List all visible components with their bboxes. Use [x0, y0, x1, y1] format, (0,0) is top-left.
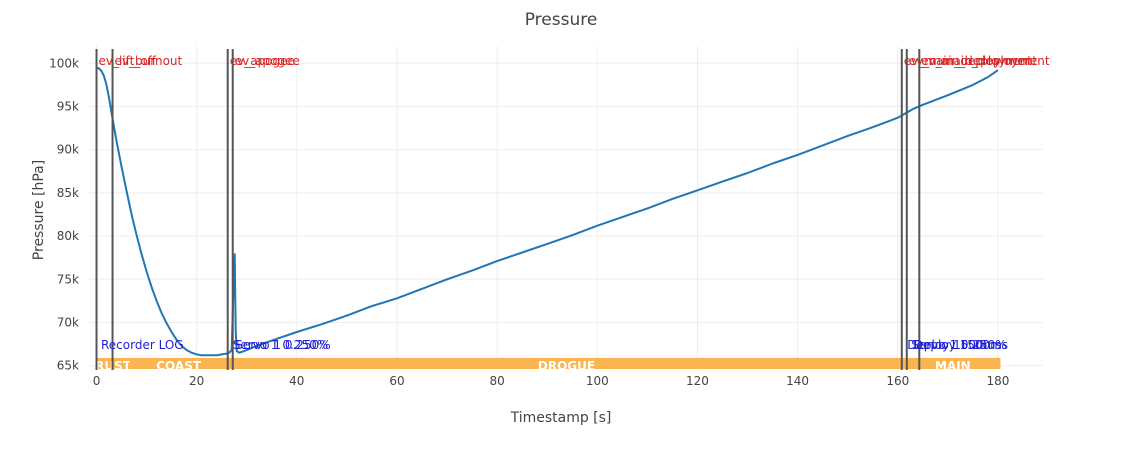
y-tick-label: 85k	[57, 186, 79, 200]
note-label: Deploy 1500ms	[914, 338, 1008, 352]
note-label: Servo 1 0.250%	[911, 338, 1006, 352]
x-tick-label: 80	[490, 374, 505, 388]
phase-label: MAIN	[935, 359, 971, 373]
chart-title: Pressure	[525, 10, 598, 30]
note-label: Deploy 1500ms	[907, 338, 1001, 352]
phase-band: RUSTCOASTDROGUEMAIN	[95, 357, 1001, 373]
y-axis-ticks: 65k 70k 75k 80k 85k 90k 95k 100k	[49, 56, 79, 372]
x-tick-label: 160	[886, 374, 909, 388]
y-tick-label: 70k	[57, 315, 79, 329]
event-label: ev_main_deployment	[909, 54, 1038, 68]
y-tick-label: 75k	[57, 272, 79, 286]
phase-drogue	[227, 357, 906, 369]
y-tick-label: 65k	[57, 359, 79, 373]
x-tick-label: 120	[686, 374, 709, 388]
x-tick-label: 100	[586, 374, 609, 388]
y-tick-label: 95k	[57, 99, 79, 113]
x-axis-ticks: 0 20 40 60 80 100 120 140 160 180	[93, 374, 1010, 388]
x-tick-label: 20	[189, 374, 204, 388]
note-label: Recorder LOG	[101, 338, 184, 352]
phase-coast	[129, 357, 228, 369]
x-tick-label: 0	[93, 374, 101, 388]
x-tick-label: 40	[289, 374, 304, 388]
y-tick-label: 90k	[57, 143, 79, 157]
phase-label: COAST	[156, 359, 202, 373]
event-label: ev_burnout	[115, 54, 183, 68]
y-tick-label: 80k	[57, 229, 79, 243]
x-axis-title: Timestamp [s]	[510, 410, 612, 426]
note-label: Servo 1 0.250%	[235, 338, 330, 352]
phase-main	[905, 357, 1001, 369]
y-axis-title: Pressure [hPa]	[31, 160, 47, 260]
event-label: ev_apogee	[230, 54, 295, 68]
note-label: Servo 1 0.250%	[233, 338, 328, 352]
series	[96, 66, 999, 357]
series-line	[96, 66, 999, 357]
event-label: ev_apogee	[235, 54, 300, 68]
x-tick-label: 60	[389, 374, 404, 388]
y-tick-label: 100k	[49, 56, 79, 70]
note-labels: Recorder LOG Servo 1 0.250% Servo 1 0.250%…	[101, 338, 1008, 352]
event-label: ev_main_deployment	[904, 54, 1033, 68]
x-tick-label: 140	[786, 374, 809, 388]
event-label: ev_main_deployment	[921, 54, 1050, 68]
x-tick-label: 180	[986, 374, 1009, 388]
phase-label: DROGUE	[538, 359, 595, 373]
